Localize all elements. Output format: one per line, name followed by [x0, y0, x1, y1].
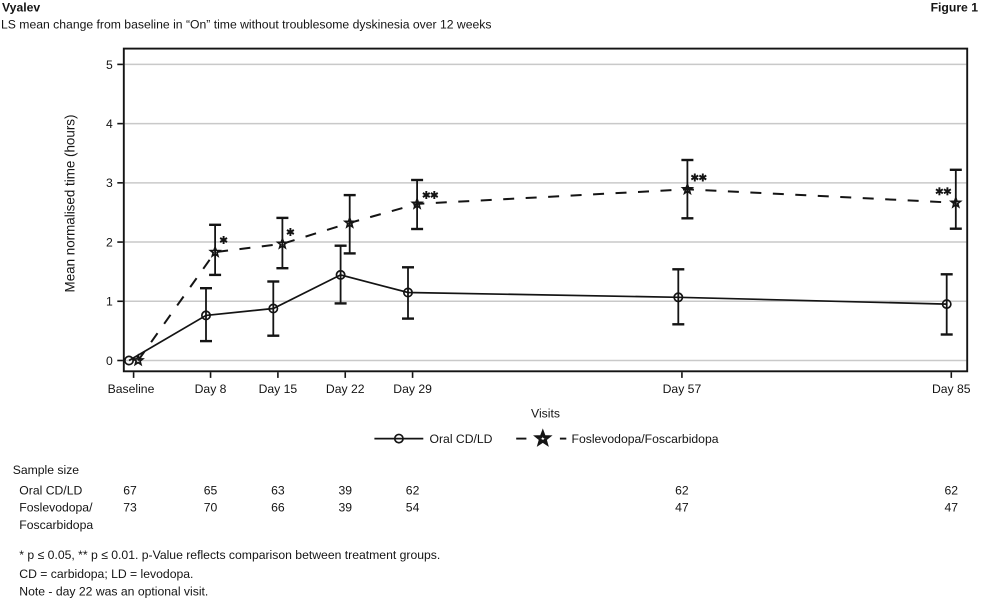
svg-text:62: 62	[406, 483, 420, 497]
svg-text:Day 8: Day 8	[195, 382, 227, 396]
svg-text:Day 22: Day 22	[326, 382, 365, 396]
svg-text:66: 66	[271, 501, 285, 515]
svg-text:Figure 1: Figure 1	[931, 0, 979, 14]
svg-text:4: 4	[106, 117, 113, 131]
svg-text:Note - day 22 was an optional: Note - day 22 was an optional visit.	[19, 584, 208, 598]
svg-text:* p ≤ 0.05, ** p ≤ 0.01. p-Val: * p ≤ 0.05, ** p ≤ 0.01. p-Value reflect…	[19, 548, 440, 562]
svg-text:70: 70	[204, 501, 218, 515]
svg-text:Oral CD/LD: Oral CD/LD	[19, 483, 82, 497]
svg-text:Foscarbidopa: Foscarbidopa	[19, 518, 93, 532]
svg-text:Baseline: Baseline	[108, 382, 155, 396]
svg-text:1: 1	[106, 295, 113, 309]
svg-text:47: 47	[675, 501, 689, 515]
svg-text:Day 57: Day 57	[663, 382, 702, 396]
svg-text:54: 54	[406, 501, 420, 515]
svg-text:CD = carbidopa; LD = levodopa.: CD = carbidopa; LD = levodopa.	[19, 567, 193, 581]
svg-text:63: 63	[271, 483, 285, 497]
svg-text:Foslevodopa/: Foslevodopa/	[19, 501, 93, 515]
svg-text:Foslevodopa/Foscarbidopa: Foslevodopa/Foscarbidopa	[572, 432, 719, 446]
svg-text:Day 15: Day 15	[259, 382, 298, 396]
svg-text:Oral CD/LD: Oral CD/LD	[430, 432, 493, 446]
svg-text:LS mean change from baseline i: LS mean change from baseline in “On” tim…	[1, 17, 491, 31]
svg-text:Visits: Visits	[531, 407, 560, 421]
svg-text:5: 5	[106, 58, 113, 72]
svg-text:47: 47	[945, 501, 959, 515]
svg-text:73: 73	[123, 501, 137, 515]
svg-text:Mean normalised time (hours): Mean normalised time (hours)	[63, 115, 78, 293]
svg-text:39: 39	[338, 483, 352, 497]
svg-text:67: 67	[123, 483, 137, 497]
svg-text:Day 85: Day 85	[932, 382, 971, 396]
svg-text:2: 2	[106, 235, 113, 249]
svg-text:Vyalev: Vyalev	[2, 0, 40, 14]
svg-text:62: 62	[945, 483, 959, 497]
svg-text:65: 65	[204, 483, 218, 497]
svg-text:3: 3	[106, 176, 113, 190]
svg-text:0: 0	[106, 354, 113, 368]
svg-text:Sample size: Sample size	[13, 463, 80, 477]
svg-text:39: 39	[338, 501, 352, 515]
svg-text:62: 62	[675, 483, 689, 497]
svg-text:Day 29: Day 29	[393, 382, 432, 396]
